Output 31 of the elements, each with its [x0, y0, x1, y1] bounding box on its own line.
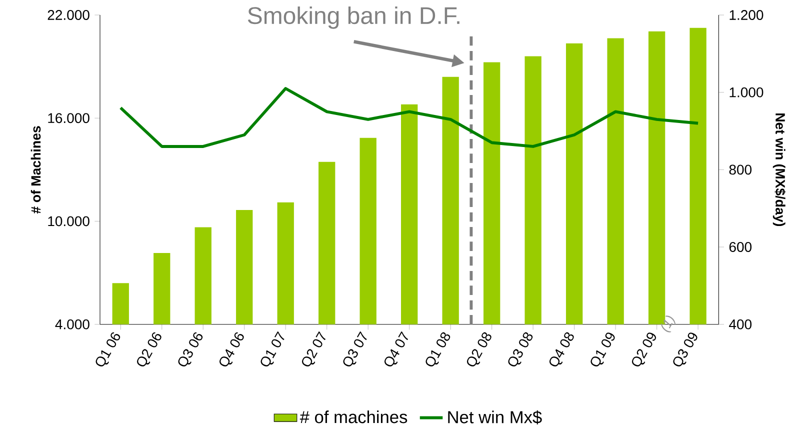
x-tick-label: Q1 08 [426, 332, 450, 366]
y2-tick-label: 600 [729, 242, 752, 252]
line-series [119, 87, 700, 148]
x-tick-label: Q3 07 [343, 331, 367, 366]
y2-tick-label: 1.000 [730, 87, 764, 98]
y2-axis-title: Net win (MX$/day) [772, 114, 786, 226]
x-tick-label: Q2 09 [632, 332, 656, 366]
legend-label: Net win Mx$ [448, 410, 542, 424]
y2-tick-label: 400 [729, 319, 752, 330]
annotation: Smoking ban in D.F. [248, 6, 460, 29]
x-tick-label: Q3 06 [178, 332, 203, 366]
x-tick-label: Q2 07 [302, 331, 326, 366]
y-tick-label: 16.000 [48, 113, 90, 124]
x-tick-label: Q1 06 [96, 332, 120, 366]
x-tick-label: Q3 08 [508, 332, 533, 366]
y2-tick-label: 800 [729, 164, 752, 175]
x-tick-label: Q1 09 [590, 332, 615, 366]
y2-tick-label: 1.200 [730, 10, 764, 20]
x-tick-label: Q4 06 [220, 332, 244, 366]
y-axis-title: # of Machines [30, 126, 41, 214]
x-tick-label: Q1 07 [260, 331, 284, 366]
x-tick-label: Q2 06 [137, 332, 162, 366]
y-tick-label: 4.000 [55, 319, 90, 330]
x-tick-label: Q4 08 [549, 332, 574, 366]
legend-label: # of machines [300, 410, 408, 424]
annotation: (1) [661, 316, 676, 332]
x-tick-label: Q3 09 [673, 332, 698, 366]
x-tick-label: Q2 08 [466, 332, 492, 366]
y-tick-label: 22.000 [48, 10, 90, 20]
x-tick-label: Q4 07 [384, 331, 408, 366]
y-tick-label: 10.000 [48, 216, 90, 226]
